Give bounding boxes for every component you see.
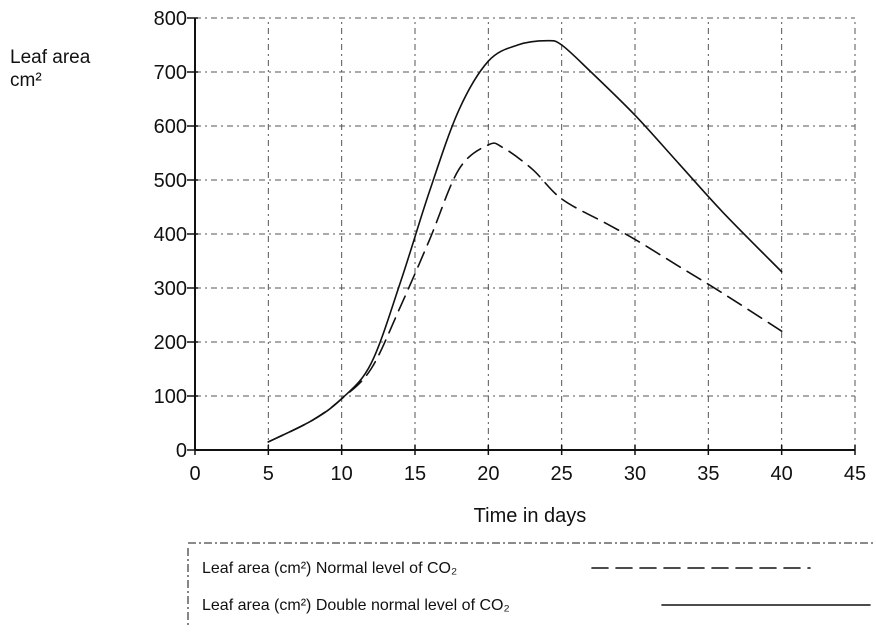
x-tick-label-25: 25 [551,463,573,485]
x-tick-label-5: 5 [263,463,274,485]
y-tick-label-600: 600 [154,116,187,138]
y-tick-label-500: 500 [154,170,187,192]
x-tick-label-35: 35 [697,463,719,485]
y-axis-label-line-2: cm² [10,70,42,91]
y-tick-label-300: 300 [154,278,187,300]
y-tick-label-0: 0 [176,440,187,462]
x-axis-title: Time in days [474,505,587,527]
series-layer [267,39,783,443]
x-tick-label-10: 10 [331,463,353,485]
legend-frame [187,542,876,628]
y-tick-label-400: 400 [154,224,187,246]
y-tick-label-200: 200 [154,332,187,354]
y-axis-label-line-1: Leaf area [10,47,91,68]
x-tick-label-20: 20 [477,463,499,485]
series-line-double-co2 [267,39,783,443]
y-tick-label-100: 100 [154,386,187,408]
grid-layer [195,17,856,450]
x-tick-label-15: 15 [404,463,426,485]
y-tick-label-800: 800 [154,8,187,30]
series-line-normal-co2 [267,142,783,443]
x-tick-label-40: 40 [771,463,793,485]
x-tick-label-0: 0 [189,463,200,485]
x-tick-label-45: 45 [844,463,866,485]
y-tick-label-700: 700 [154,62,187,84]
x-tick-label-30: 30 [624,463,646,485]
legend-label-double-co2: Leaf area (cm²) Double normal level of C… [202,597,510,614]
tick-layer: 0 5 10 15 20 25 30 35 40 45 0 100 200 300 400 500 600 700… [154,8,867,485]
legend-label-normal-co2: Leaf area (cm²) Normal level of CO₂ [202,560,457,577]
legend: Leaf area (cm²) Normal level of CO₂ Leaf… [187,542,876,628]
